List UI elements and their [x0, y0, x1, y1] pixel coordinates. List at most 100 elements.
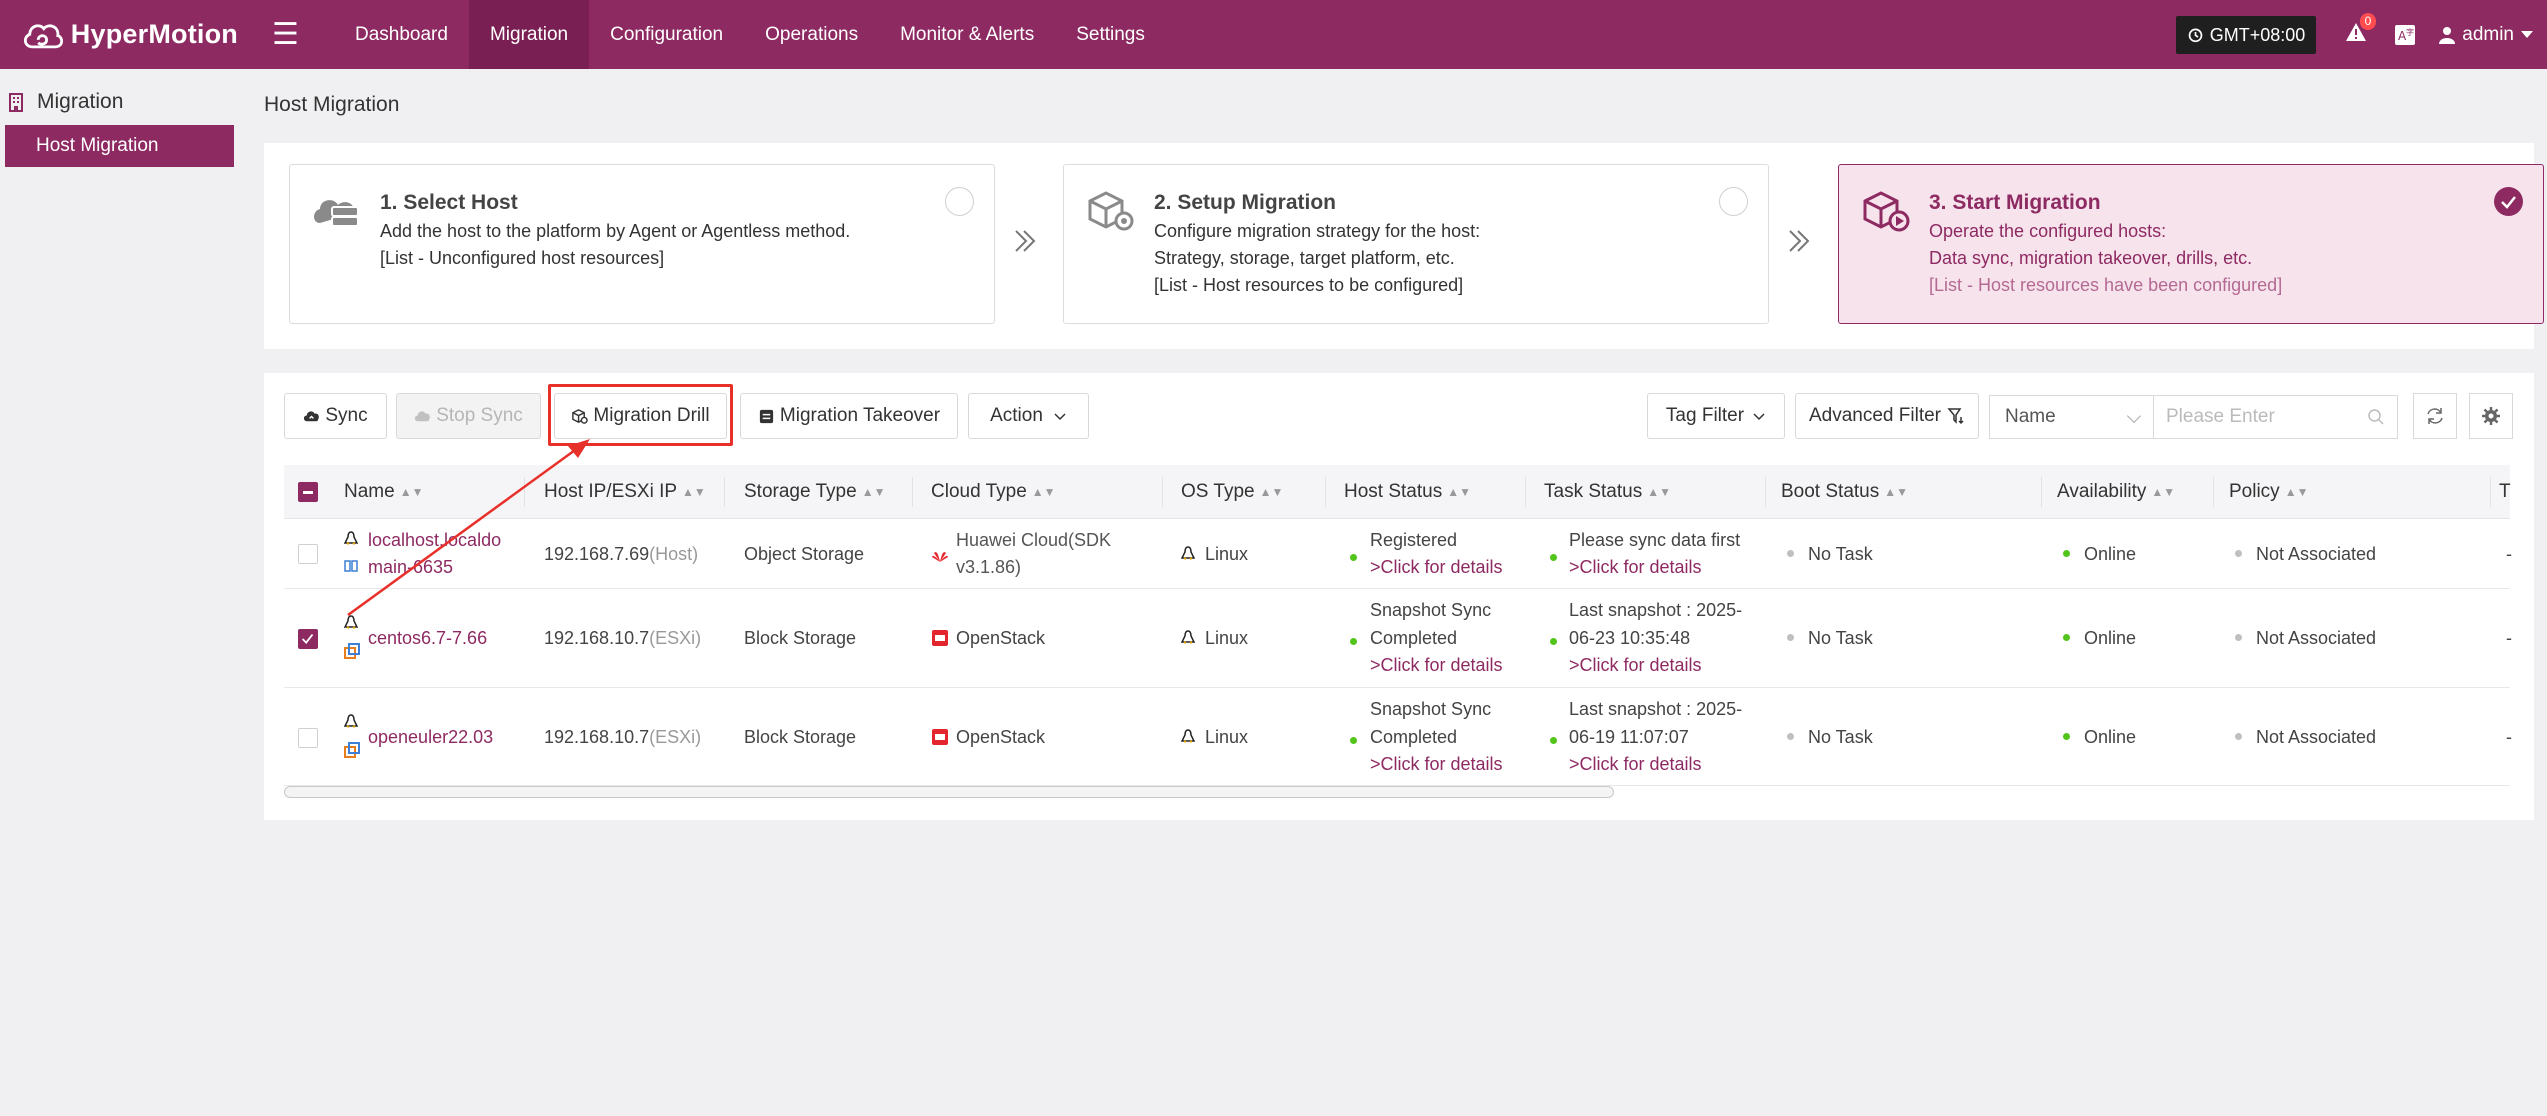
migration-drill-button[interactable]: Migration Drill [554, 393, 727, 439]
cloud-type: Huawei Cloud(SDK [956, 530, 1112, 550]
linux-penguin-icon [344, 531, 358, 545]
host-name-link[interactable]: openeuler22.03 [368, 727, 494, 747]
host-name-link[interactable]: main-6635 [368, 557, 454, 577]
column-header-policy[interactable]: Policy ▲▼ [2229, 481, 2309, 502]
refresh-button[interactable] [2413, 393, 2457, 439]
horizontal-scrollbar[interactable] [284, 786, 1614, 798]
action-dropdown[interactable]: Action [968, 393, 1089, 439]
host-status-details-link[interactable]: >Click for details [1370, 754, 1503, 774]
step-setup-migration[interactable]: 2. Setup Migration Configure migration s… [1063, 164, 1769, 324]
check-icon[interactable] [2494, 187, 2523, 216]
policy: Not Associated [2235, 541, 2376, 568]
app-logo[interactable]: HyperMotion [20, 12, 238, 58]
table-row[interactable]: localhost.localdo main-6635 192.168.7.69… [284, 519, 2512, 589]
double-chevron-right-icon [1789, 230, 1810, 252]
linux-penguin-icon [1181, 729, 1195, 743]
step-start-migration[interactable]: 3. Start Migration Operate the configure… [1838, 164, 2544, 324]
storage-type: Block Storage [744, 727, 857, 747]
host-status: Completed [1370, 727, 1458, 747]
storage-type: Block Storage [744, 628, 857, 648]
column-header-availability[interactable]: Availability ▲▼ [2057, 481, 2176, 502]
nav-operations[interactable]: Operations [765, 24, 859, 45]
column-header-truncated: T [2499, 481, 2511, 502]
tag-filter-label: Tag Filter [1665, 405, 1745, 426]
step-radio[interactable] [945, 187, 974, 216]
row-checkbox[interactable] [298, 728, 318, 748]
sync-button[interactable]: Sync [284, 393, 387, 439]
nav-configuration[interactable]: Configuration [610, 24, 724, 45]
search-icon[interactable] [2367, 408, 2385, 426]
host-ip: 192.168.10.7(ESXi) [544, 727, 702, 747]
sidebar-item-host-migration[interactable]: Host Migration [5, 125, 234, 167]
task-status-details-link[interactable]: >Click for details [1569, 655, 1702, 675]
row-checkbox[interactable] [298, 629, 318, 649]
timezone-button[interactable]: GMT+08:00 [2175, 15, 2317, 54]
alert-button[interactable]: 0 [2344, 12, 2377, 50]
task-status-details-link[interactable]: >Click for details [1569, 754, 1702, 774]
nav-monitor-alerts[interactable]: Monitor & Alerts [900, 24, 1035, 45]
column-header-boot-status[interactable]: Boot Status ▲▼ [1781, 481, 1908, 502]
status-dot [1350, 737, 1357, 744]
nav-dashboard[interactable]: Dashboard [355, 24, 448, 45]
huawei-cloud-icon [932, 552, 948, 562]
task-status: 06-19 11:07:07 [1569, 727, 1689, 747]
box-gear-icon [1088, 191, 1134, 231]
sidebar-title: Migration [37, 90, 124, 113]
migration-takeover-label: Migration Takeover [779, 405, 941, 426]
task-status: 06-23 10:35:48 [1569, 628, 1691, 648]
step-select-host[interactable]: 1. Select Host Add the host to the platf… [289, 164, 995, 324]
table-row[interactable]: openeuler22.03 192.168.10.7(ESXi) Block … [284, 688, 2512, 786]
step-desc: Data sync, migration takeover, drills, e… [1929, 248, 2253, 268]
table-row[interactable]: centos6.7-7.66 192.168.10.7(ESXi) Block … [284, 589, 2512, 688]
truncated-cell: - [2506, 628, 2512, 648]
policy: Not Associated [2235, 625, 2376, 652]
column-header-host-status[interactable]: Host Status ▲▼ [1344, 481, 1471, 502]
host-ip: 192.168.10.7(ESXi) [544, 628, 702, 648]
column-header-name[interactable]: Name ▲▼ [344, 481, 424, 502]
chevron-down-icon [2126, 408, 2142, 424]
tag-filter-dropdown[interactable]: Tag Filter [1647, 393, 1785, 439]
host-name-link[interactable]: centos6.7-7.66 [368, 628, 488, 648]
column-header-task-status[interactable]: Task Status ▲▼ [1544, 481, 1671, 502]
menu-toggle-icon[interactable]: ☰ [272, 18, 299, 51]
status-dot [1550, 554, 1557, 561]
migration-takeover-button[interactable]: Migration Takeover [740, 393, 958, 439]
stop-sync-button[interactable]: Stop Sync [396, 393, 541, 439]
os-type: Linux [1205, 628, 1249, 648]
vmware-icon [344, 742, 360, 758]
linux-penguin-icon [344, 714, 358, 728]
advanced-filter-button[interactable]: Advanced Filter [1795, 393, 1979, 439]
host-status-details-link[interactable]: >Click for details [1370, 655, 1503, 675]
nav-settings[interactable]: Settings [1076, 24, 1145, 45]
sidebar-section-migration[interactable]: Migration [6, 90, 123, 114]
warning-icon [2346, 22, 2367, 41]
cloud-stop-icon [415, 410, 431, 421]
column-header-storage[interactable]: Storage Type ▲▼ [744, 481, 886, 502]
row-checkbox[interactable] [298, 544, 318, 564]
gear-icon [2482, 407, 2500, 425]
host-name-link[interactable]: localhost.localdo [368, 530, 502, 550]
os-type: Linux [1205, 727, 1249, 747]
vmware-icon [344, 643, 360, 659]
page-title: Host Migration [264, 93, 400, 116]
column-header-ip[interactable]: Host IP/ESXi IP ▲▼ [544, 481, 706, 502]
boot-status: No Task [1787, 541, 1873, 568]
user-menu[interactable]: admin [2438, 24, 2533, 46]
nav-migration[interactable]: Migration [468, 0, 590, 69]
host-status-details-link[interactable]: >Click for details [1370, 557, 1503, 577]
step-radio[interactable] [1719, 187, 1748, 216]
column-header-cloud[interactable]: Cloud Type ▲▼ [931, 481, 1056, 502]
policy: Not Associated [2235, 724, 2376, 751]
column-header-os[interactable]: OS Type ▲▼ [1181, 481, 1284, 502]
cloud-type: OpenStack [956, 628, 1046, 648]
search-input[interactable]: Please Enter [2154, 395, 2398, 439]
settings-button[interactable] [2469, 393, 2513, 439]
search-placeholder: Please Enter [2166, 406, 2275, 427]
truncated-cell: - [2506, 544, 2512, 564]
task-status-details-link[interactable]: >Click for details [1569, 557, 1702, 577]
select-all-checkbox[interactable] [298, 482, 318, 502]
search-field-select[interactable]: Name [1989, 395, 2154, 439]
host-type-icon [344, 560, 358, 572]
